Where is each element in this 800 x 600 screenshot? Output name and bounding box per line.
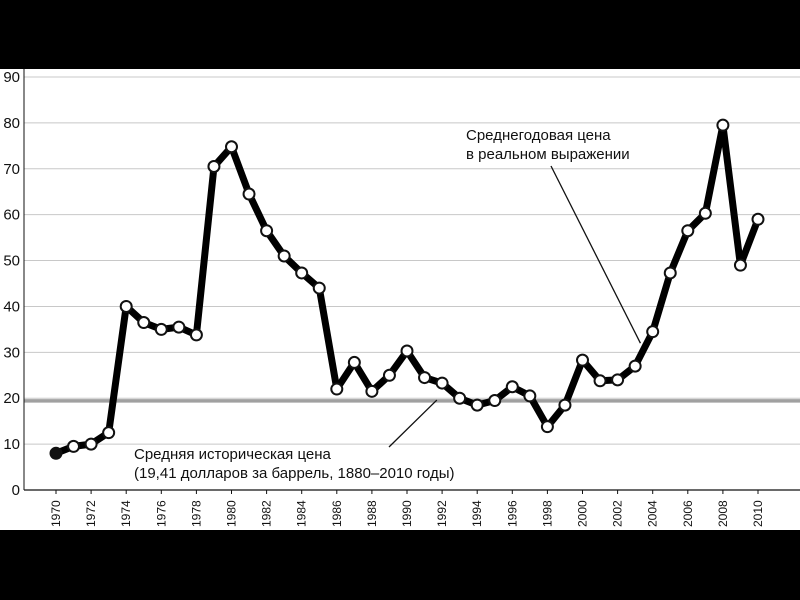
- x-tick-label: 1988: [365, 500, 379, 527]
- data-point: [733, 258, 747, 272]
- annotation-pointers: [388, 165, 641, 448]
- y-tick-label: 20: [3, 390, 20, 407]
- y-tick-label: 60: [3, 207, 20, 224]
- x-tick-label: 1998: [540, 500, 554, 527]
- data-point: [242, 187, 256, 201]
- data-point: [400, 344, 414, 358]
- data-point: [558, 398, 572, 412]
- y-tick-label: 90: [3, 69, 20, 86]
- x-tick-label: 1974: [119, 500, 133, 527]
- x-tick-label: 1982: [260, 500, 274, 527]
- data-point: [347, 355, 361, 369]
- y-tick-label: 70: [3, 161, 20, 178]
- y-tick-label: 10: [3, 436, 20, 453]
- y-axis-ticks: 0 10 20 30 40 50 60 70 80 90: [3, 69, 20, 499]
- data-point: [435, 376, 449, 390]
- data-point: [84, 437, 98, 451]
- series-line: [52, 121, 762, 457]
- data-point: [154, 322, 168, 336]
- data-point: [225, 140, 238, 154]
- data-point: [663, 266, 677, 280]
- data-point: [681, 224, 695, 238]
- x-tick-label: 2000: [576, 500, 590, 527]
- data-point: [365, 384, 379, 398]
- data-point: [172, 320, 186, 334]
- data-point: [207, 159, 221, 173]
- x-tick-label: 2004: [646, 500, 660, 527]
- data-point: [418, 371, 432, 385]
- data-point: [137, 316, 151, 330]
- data-point: [628, 359, 642, 373]
- data-point: [611, 373, 625, 387]
- y-tick-label: 50: [3, 253, 20, 270]
- data-point: [576, 353, 589, 367]
- data-point: [189, 328, 203, 342]
- oil-price-chart: 0 10 20 30 40 50 60 70 80 90 1970 1972 1974 1976 1978…: [3, 69, 800, 527]
- x-tick-label: 1970: [49, 500, 63, 527]
- data-point: [751, 212, 765, 226]
- data-point: [593, 374, 607, 388]
- x-tick-label: 1994: [470, 500, 484, 527]
- axes: [23, 69, 800, 491]
- x-tick-label: 2008: [716, 500, 730, 527]
- data-point: [470, 398, 484, 412]
- data-point: [382, 368, 396, 382]
- x-tick-label: 1986: [330, 500, 344, 527]
- y-tick-label: 30: [3, 344, 20, 361]
- y-tick-label: 40: [3, 298, 20, 315]
- x-tick-label: 1984: [295, 500, 309, 527]
- x-tick-label: 1992: [435, 500, 449, 527]
- data-point: [646, 325, 660, 339]
- x-tick-label: 1990: [400, 500, 414, 527]
- x-tick-label: 1972: [84, 500, 98, 527]
- historical-average-pointer-line: [388, 399, 438, 448]
- data-point: [698, 206, 712, 220]
- data-point: [295, 266, 309, 280]
- data-point: [277, 249, 291, 263]
- real-price-annotation-line-2: в реальном выражении: [466, 146, 630, 163]
- y-tick-label: 0: [12, 482, 20, 499]
- data-point: [488, 394, 502, 408]
- data-point: [102, 426, 116, 440]
- data-point: [453, 391, 467, 405]
- gridlines: [24, 76, 800, 445]
- data-point: [505, 380, 519, 394]
- x-tick-label: 1978: [189, 500, 203, 527]
- data-point: [260, 224, 274, 238]
- historical-average-annotation-line-1: Средняя историческая цена: [134, 446, 332, 463]
- real-price-pointer-line: [550, 165, 641, 344]
- y-tick-label: 80: [3, 115, 20, 132]
- price-series: [49, 118, 765, 460]
- x-tick-label: 1996: [505, 500, 519, 527]
- historical-average-annotation-line-2: (19,41 долларов за баррель, 1880–2010 го…: [134, 465, 454, 482]
- annotations: Среднегодовая цена в реальном выражении …: [134, 127, 630, 482]
- x-tick-label: 1976: [154, 500, 168, 527]
- x-tick-label: 2010: [751, 500, 765, 527]
- data-point: [119, 299, 133, 313]
- real-price-annotation-line-1: Среднегодовая цена: [466, 127, 611, 144]
- x-tick-label: 2002: [611, 500, 625, 527]
- x-tick-label: 1980: [225, 500, 239, 527]
- data-point: [716, 118, 730, 132]
- x-tick-label: 2006: [681, 500, 695, 527]
- data-point: [523, 389, 537, 403]
- chart-frame: 0 10 20 30 40 50 60 70 80 90 1970 1972 1974 1976 1978…: [0, 69, 800, 530]
- data-point: [67, 439, 81, 453]
- data-point: [312, 281, 326, 295]
- data-point: [49, 446, 63, 460]
- data-point: [330, 382, 344, 396]
- x-axis-ticks: 1970 1972 1974 1976 1978 1980 1982 1984 1986 1988…: [49, 490, 765, 527]
- data-point: [540, 420, 554, 434]
